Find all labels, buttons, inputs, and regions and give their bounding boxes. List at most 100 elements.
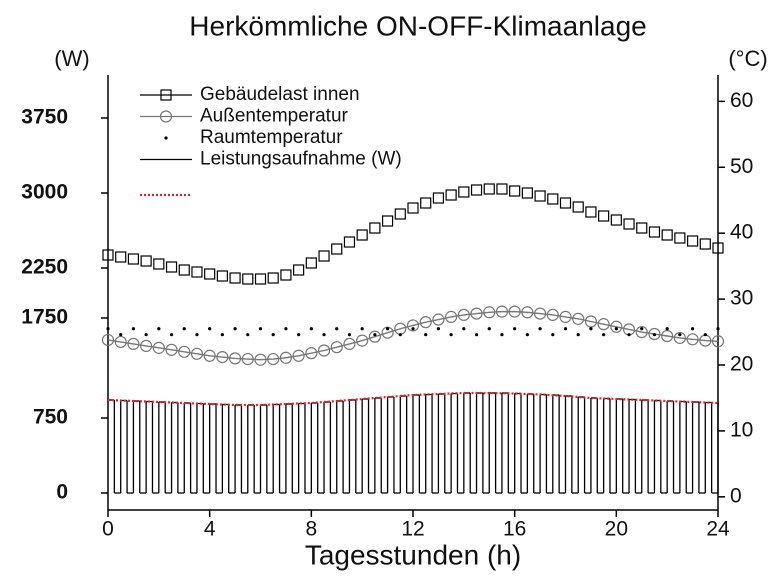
data-point xyxy=(598,210,610,222)
data-point xyxy=(424,333,428,337)
legend-item: Leistungsaufnahme (W) xyxy=(140,149,402,170)
legend-label: Außentemperatur xyxy=(200,106,349,127)
data-point xyxy=(165,343,178,356)
data-point xyxy=(483,183,495,195)
data-point xyxy=(356,229,368,241)
data-point xyxy=(368,330,381,343)
y2-tick-label: 60 xyxy=(730,89,753,112)
data-point xyxy=(127,253,140,265)
data-point xyxy=(495,305,509,318)
data-point xyxy=(101,333,115,347)
data-point xyxy=(119,333,123,337)
x-tick-label: 8 xyxy=(305,518,317,541)
data-point xyxy=(712,242,724,254)
data-point xyxy=(551,333,555,337)
data-point xyxy=(462,327,466,331)
data-point xyxy=(521,306,534,319)
data-point xyxy=(318,250,330,262)
data-point xyxy=(533,307,547,320)
data-point xyxy=(331,243,343,255)
data-point xyxy=(140,339,153,352)
data-point xyxy=(335,327,339,331)
data-point xyxy=(576,333,580,337)
data-point xyxy=(457,308,470,322)
data-point xyxy=(508,305,521,318)
data-point xyxy=(246,333,250,337)
x-tick-label: 16 xyxy=(503,518,526,541)
data-point xyxy=(445,189,457,201)
data-point xyxy=(432,313,445,326)
data-point xyxy=(474,333,479,337)
data-point xyxy=(267,272,279,284)
data-point xyxy=(394,208,406,220)
data-point xyxy=(496,183,508,195)
y-tick-label: 0 xyxy=(56,481,68,504)
data-point xyxy=(546,308,559,322)
data-point xyxy=(636,222,648,234)
data-point xyxy=(322,333,326,337)
y2-axis-label: (°C) xyxy=(728,46,767,71)
data-point xyxy=(195,333,199,337)
y2-tick-label: 30 xyxy=(730,287,753,310)
data-point xyxy=(144,333,148,337)
data-point xyxy=(292,349,305,362)
data-point xyxy=(115,251,127,263)
x-tick-label: 24 xyxy=(706,518,730,541)
data-point xyxy=(305,257,317,269)
data-point xyxy=(661,329,674,343)
data-point xyxy=(216,350,229,364)
data-point xyxy=(661,229,673,241)
data-point xyxy=(589,327,593,331)
data-point xyxy=(678,333,682,337)
data-point xyxy=(182,327,186,331)
data-point xyxy=(279,351,293,364)
data-point xyxy=(407,202,419,214)
data-point xyxy=(458,186,470,198)
data-point xyxy=(127,337,140,351)
data-point xyxy=(152,341,165,354)
data-point xyxy=(297,333,301,337)
data-point xyxy=(610,214,622,226)
series-line xyxy=(107,310,719,361)
data-point xyxy=(114,335,127,349)
data-point xyxy=(559,197,572,209)
y-axis-label: (W) xyxy=(54,46,89,71)
data-point xyxy=(584,315,598,328)
data-point xyxy=(191,266,203,278)
data-point xyxy=(347,333,352,337)
data-point xyxy=(242,273,254,285)
data-point xyxy=(445,310,458,323)
series-line xyxy=(107,391,719,407)
data-point xyxy=(686,235,699,247)
data-point xyxy=(686,333,699,346)
data-point xyxy=(157,327,161,331)
y-tick-label: 750 xyxy=(33,406,68,429)
data-point xyxy=(369,222,381,234)
y2-tick-label: 10 xyxy=(730,418,753,441)
x-tick-label: 12 xyxy=(401,518,424,541)
data-point xyxy=(419,316,432,329)
data-point xyxy=(373,333,377,337)
legend-marker xyxy=(159,110,173,123)
data-point xyxy=(525,333,529,337)
data-point xyxy=(406,319,420,332)
data-point xyxy=(534,190,546,202)
data-point xyxy=(204,268,216,280)
data-point xyxy=(674,232,686,244)
data-point xyxy=(305,347,318,360)
data-point xyxy=(563,327,568,331)
legend-label: Raumtemperatur xyxy=(200,127,343,148)
data-point xyxy=(178,264,190,276)
data-point xyxy=(203,349,216,362)
chart-title: Herkömmliche ON-OFF-Klimaanlage xyxy=(189,10,646,41)
data-point xyxy=(258,327,263,331)
x-tick-label: 4 xyxy=(204,518,216,541)
data-point xyxy=(673,331,686,345)
data-point xyxy=(690,327,695,331)
data-point xyxy=(220,333,224,337)
y-tick-label: 3750 xyxy=(21,106,68,129)
legend-label: Gebäudelast innen xyxy=(200,84,360,105)
data-point xyxy=(585,206,597,218)
data-point xyxy=(106,327,110,331)
